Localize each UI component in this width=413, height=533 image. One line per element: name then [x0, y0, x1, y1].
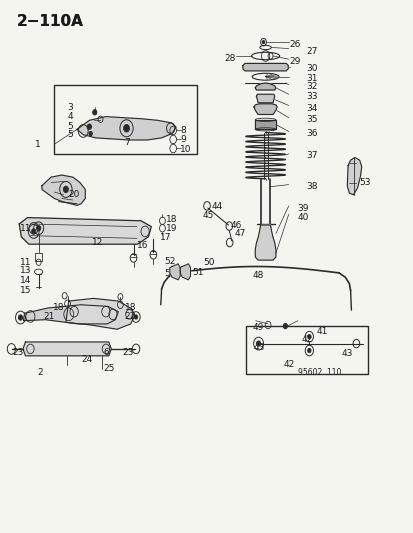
Polygon shape	[255, 225, 275, 260]
Text: 12: 12	[91, 238, 102, 247]
Text: 51: 51	[192, 269, 204, 277]
Text: 32: 32	[305, 82, 317, 91]
Polygon shape	[77, 117, 176, 140]
Text: 49: 49	[252, 323, 263, 332]
Text: 95602  110: 95602 110	[297, 368, 340, 377]
Polygon shape	[19, 217, 151, 244]
Text: 2: 2	[38, 368, 43, 377]
Text: 41: 41	[316, 327, 327, 336]
Text: 7: 7	[124, 138, 130, 147]
Text: 20: 20	[69, 190, 80, 199]
Text: 24: 24	[81, 355, 92, 364]
Text: 11: 11	[20, 224, 31, 233]
Circle shape	[123, 125, 129, 132]
Text: 37: 37	[305, 151, 317, 160]
Polygon shape	[23, 342, 111, 356]
Polygon shape	[242, 63, 287, 71]
Circle shape	[31, 229, 36, 234]
Text: 40: 40	[297, 213, 309, 222]
Circle shape	[93, 110, 97, 115]
Text: 22: 22	[124, 312, 135, 321]
Text: 2−110A: 2−110A	[17, 14, 83, 29]
Circle shape	[36, 225, 40, 231]
Bar	[246, 326, 367, 374]
Polygon shape	[66, 298, 135, 329]
Text: 23: 23	[122, 348, 133, 357]
Polygon shape	[254, 104, 276, 115]
Text: 46: 46	[230, 221, 241, 230]
Text: 19: 19	[165, 224, 177, 233]
Bar	[54, 85, 196, 154]
Circle shape	[87, 124, 91, 130]
Text: 48: 48	[252, 271, 263, 279]
Text: 43: 43	[340, 349, 351, 358]
Text: 29: 29	[289, 57, 300, 66]
Text: 14: 14	[20, 276, 31, 285]
Polygon shape	[42, 175, 85, 205]
Text: 39: 39	[297, 204, 309, 213]
Text: 27: 27	[305, 47, 317, 55]
Text: 8: 8	[180, 126, 185, 135]
Text: 18: 18	[124, 303, 135, 312]
Text: 6: 6	[104, 348, 109, 357]
Text: 44: 44	[211, 203, 222, 212]
Circle shape	[282, 324, 287, 329]
Polygon shape	[255, 83, 275, 90]
Circle shape	[134, 315, 138, 319]
Text: 2−110A: 2−110A	[17, 14, 83, 29]
Text: 5: 5	[67, 122, 73, 131]
Circle shape	[256, 341, 260, 346]
Text: 42: 42	[301, 335, 312, 344]
Polygon shape	[169, 264, 180, 280]
Text: 1: 1	[35, 140, 41, 149]
Text: 15: 15	[20, 286, 31, 295]
Text: 50: 50	[202, 258, 214, 266]
Polygon shape	[23, 305, 118, 324]
Text: 13: 13	[20, 266, 31, 275]
Text: 38: 38	[305, 182, 317, 191]
Circle shape	[19, 315, 22, 320]
Text: 16: 16	[137, 241, 148, 250]
Circle shape	[262, 41, 264, 44]
Polygon shape	[256, 94, 274, 103]
Text: 52: 52	[164, 257, 176, 265]
Text: 23: 23	[12, 348, 24, 357]
Circle shape	[307, 349, 310, 353]
Text: 53: 53	[359, 178, 370, 187]
Text: 18: 18	[53, 303, 64, 312]
Circle shape	[63, 186, 68, 192]
Text: 35: 35	[305, 115, 317, 124]
Text: 43: 43	[253, 343, 264, 352]
Text: 10: 10	[180, 145, 191, 154]
Text: 17: 17	[159, 233, 171, 242]
Bar	[35, 253, 42, 261]
Text: 45: 45	[202, 211, 214, 220]
Text: 33: 33	[305, 92, 317, 101]
Text: 26: 26	[289, 40, 300, 49]
Text: 34: 34	[305, 103, 317, 112]
Text: 28: 28	[224, 54, 235, 62]
Polygon shape	[180, 264, 190, 280]
Text: 36: 36	[305, 129, 317, 138]
Text: 4: 4	[67, 112, 73, 121]
Circle shape	[307, 335, 310, 339]
Text: 3: 3	[67, 102, 73, 111]
Polygon shape	[255, 120, 275, 130]
Circle shape	[89, 132, 92, 136]
Text: 18: 18	[165, 215, 177, 224]
Text: 11: 11	[20, 258, 31, 266]
Text: 5: 5	[67, 130, 73, 139]
Text: 52: 52	[164, 270, 176, 278]
Text: 42: 42	[282, 360, 294, 369]
Text: 9: 9	[180, 135, 185, 144]
Text: 21: 21	[43, 312, 54, 321]
Text: 31: 31	[305, 74, 317, 83]
Text: 30: 30	[305, 64, 317, 73]
Text: 47: 47	[235, 229, 246, 238]
Polygon shape	[347, 158, 361, 195]
Text: 25: 25	[104, 364, 115, 373]
